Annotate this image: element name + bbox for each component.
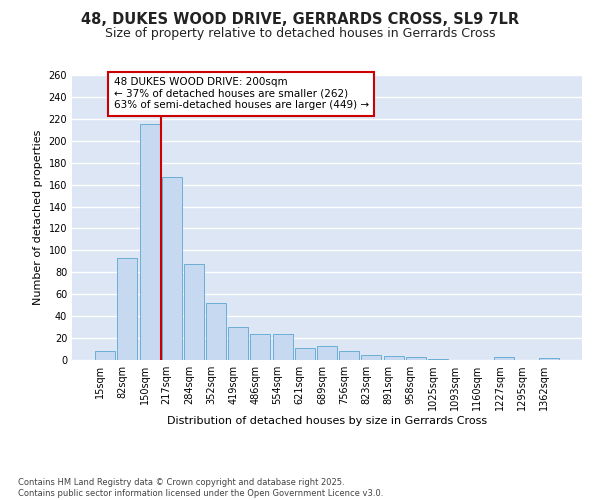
Bar: [250, 334, 271, 360]
Bar: [361, 354, 382, 360]
Bar: [95, 351, 115, 360]
Text: Size of property relative to detached houses in Gerrards Cross: Size of property relative to detached ho…: [105, 28, 495, 40]
Bar: [494, 356, 514, 360]
Bar: [272, 334, 293, 360]
Bar: [228, 327, 248, 360]
Text: 48, DUKES WOOD DRIVE, GERRARDS CROSS, SL9 7LR: 48, DUKES WOOD DRIVE, GERRARDS CROSS, SL…: [81, 12, 519, 28]
X-axis label: Distribution of detached houses by size in Gerrards Cross: Distribution of detached houses by size …: [167, 416, 487, 426]
Bar: [317, 346, 337, 360]
Bar: [118, 258, 137, 360]
Bar: [206, 303, 226, 360]
Bar: [162, 177, 182, 360]
Bar: [339, 351, 359, 360]
Bar: [428, 359, 448, 360]
Text: Contains HM Land Registry data © Crown copyright and database right 2025.
Contai: Contains HM Land Registry data © Crown c…: [18, 478, 383, 498]
Y-axis label: Number of detached properties: Number of detached properties: [33, 130, 43, 305]
Text: 48 DUKES WOOD DRIVE: 200sqm
← 37% of detached houses are smaller (262)
63% of se: 48 DUKES WOOD DRIVE: 200sqm ← 37% of det…: [113, 77, 369, 110]
Bar: [539, 358, 559, 360]
Bar: [184, 264, 204, 360]
Bar: [406, 356, 426, 360]
Bar: [295, 348, 315, 360]
Bar: [140, 124, 160, 360]
Bar: [383, 356, 404, 360]
